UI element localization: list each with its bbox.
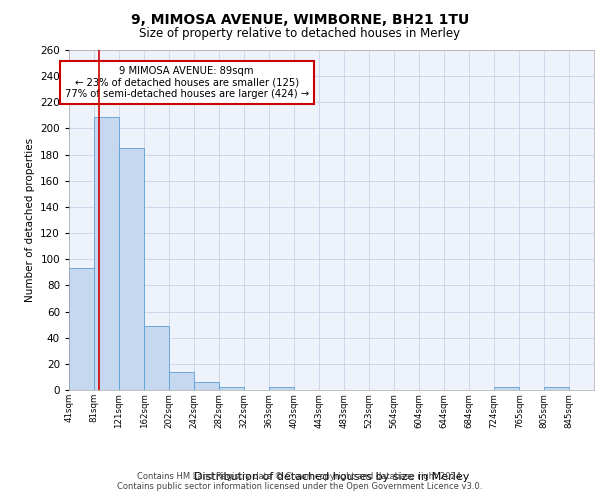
Text: Contains HM Land Registry data © Crown copyright and database right 2024.: Contains HM Land Registry data © Crown c…: [137, 472, 463, 481]
Bar: [269, 388, 294, 390]
Bar: [94, 116, 119, 390]
Text: Contains public sector information licensed under the Open Government Licence v3: Contains public sector information licen…: [118, 482, 482, 491]
Y-axis label: Number of detached properties: Number of detached properties: [25, 138, 35, 302]
Text: Size of property relative to detached houses in Merley: Size of property relative to detached ho…: [139, 28, 461, 40]
Text: 9 MIMOSA AVENUE: 89sqm
← 23% of detached houses are smaller (125)
77% of semi-de: 9 MIMOSA AVENUE: 89sqm ← 23% of detached…: [65, 66, 308, 99]
X-axis label: Distribution of detached houses by size in Merley: Distribution of detached houses by size …: [194, 472, 469, 482]
Bar: [544, 388, 569, 390]
Bar: [119, 148, 144, 390]
Bar: [169, 372, 194, 390]
Bar: [144, 326, 169, 390]
Bar: [494, 388, 520, 390]
Text: 9, MIMOSA AVENUE, WIMBORNE, BH21 1TU: 9, MIMOSA AVENUE, WIMBORNE, BH21 1TU: [131, 12, 469, 26]
Bar: [194, 382, 219, 390]
Bar: [69, 268, 94, 390]
Bar: [219, 388, 244, 390]
